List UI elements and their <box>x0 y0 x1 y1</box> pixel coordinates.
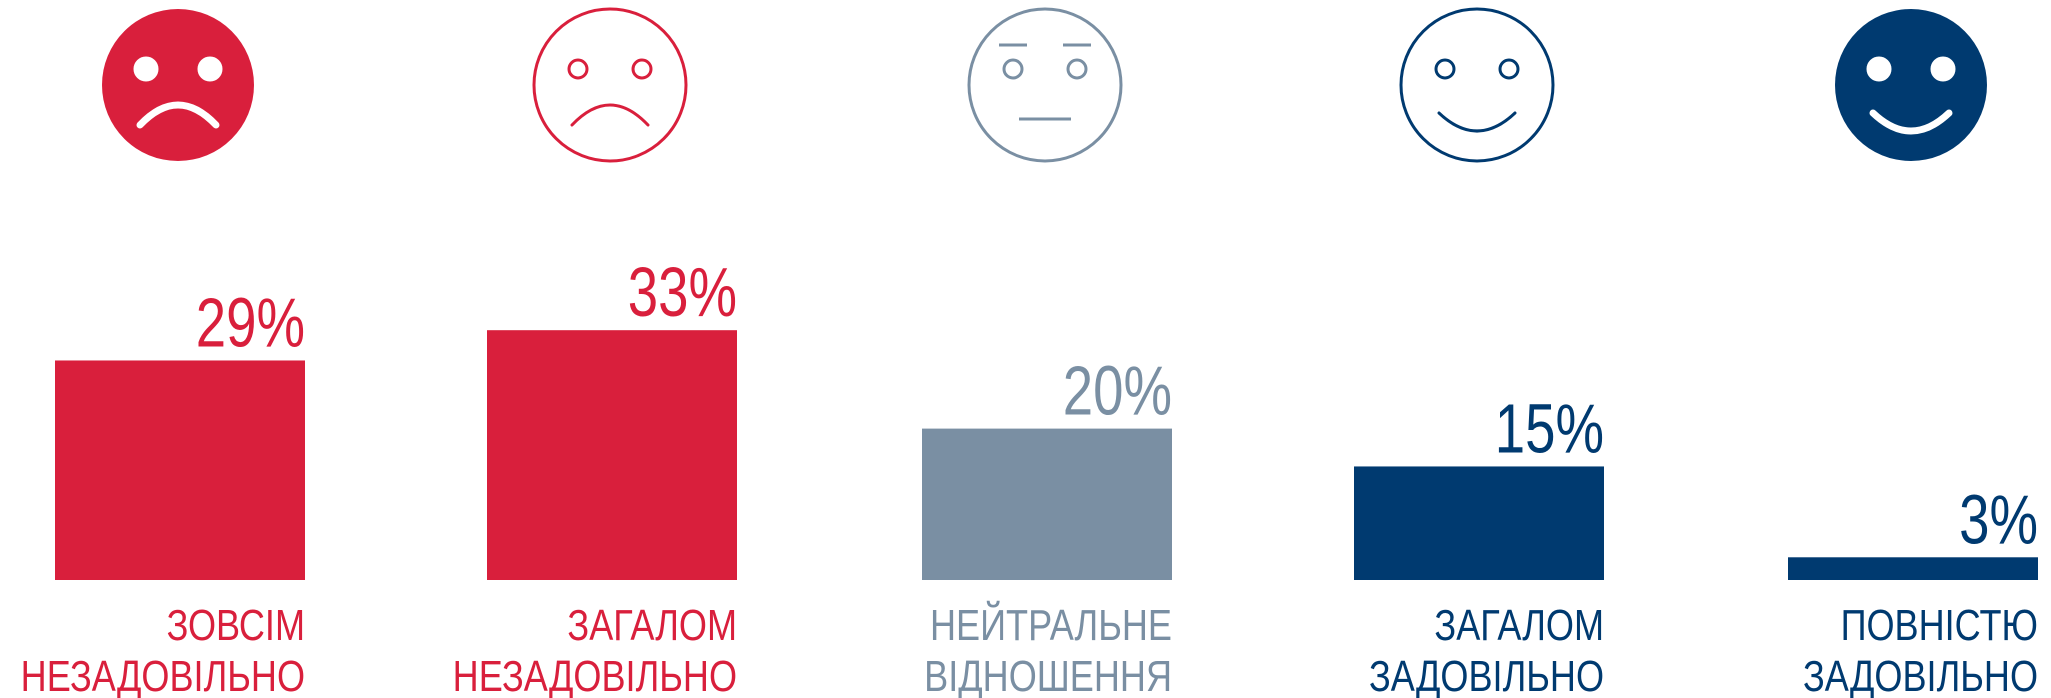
face-icon <box>967 7 1123 163</box>
category-label: НЕЗАДОВІЛЬНО <box>21 652 305 698</box>
category-label: НЕЙТРАЛЬНЕ <box>930 600 1172 650</box>
eye <box>1434 58 1456 80</box>
eye <box>197 56 223 82</box>
value-label: 20% <box>1063 352 1172 430</box>
value-label: 33% <box>628 254 737 332</box>
eye <box>1066 58 1088 80</box>
face <box>532 7 688 163</box>
eye <box>631 58 653 80</box>
face-icon <box>532 7 688 163</box>
value-label: 3% <box>1959 481 2038 559</box>
mouth <box>570 103 650 127</box>
bar <box>1354 466 1604 580</box>
mouth <box>1869 109 1953 135</box>
face <box>1835 9 1987 161</box>
eye <box>567 58 589 80</box>
category-label: ЗАГАЛОМ <box>567 601 737 650</box>
category-label: ВІДНОШЕННЯ <box>924 652 1172 698</box>
mouth <box>136 101 220 129</box>
face-icon <box>1835 9 1987 161</box>
bar <box>922 428 1172 580</box>
category-label: ПОВНІСТЮ <box>1841 601 2038 650</box>
value-label: 15% <box>1495 390 1604 468</box>
eye <box>133 56 159 82</box>
category-label: ЗОВСІМ <box>167 601 305 650</box>
face <box>1399 7 1555 163</box>
eye <box>1930 56 1956 82</box>
category-label: ЗАДОВІЛЬНО <box>1369 652 1604 698</box>
eye <box>1002 58 1024 80</box>
category-label: ЗАГАЛОМ <box>1434 601 1604 650</box>
bar <box>487 330 737 580</box>
value-label: 29% <box>196 284 305 362</box>
mouth <box>1437 111 1517 133</box>
eye <box>1866 56 1892 82</box>
face-icon <box>102 9 254 161</box>
face <box>967 7 1123 163</box>
category-label: НЕЗАДОВІЛЬНО <box>453 652 737 698</box>
face-icon <box>1399 7 1555 163</box>
eye <box>1498 58 1520 80</box>
category-label: ЗАДОВІЛЬНО <box>1803 652 2038 698</box>
bar <box>55 360 305 580</box>
face <box>102 9 254 161</box>
bar <box>1788 557 2038 580</box>
